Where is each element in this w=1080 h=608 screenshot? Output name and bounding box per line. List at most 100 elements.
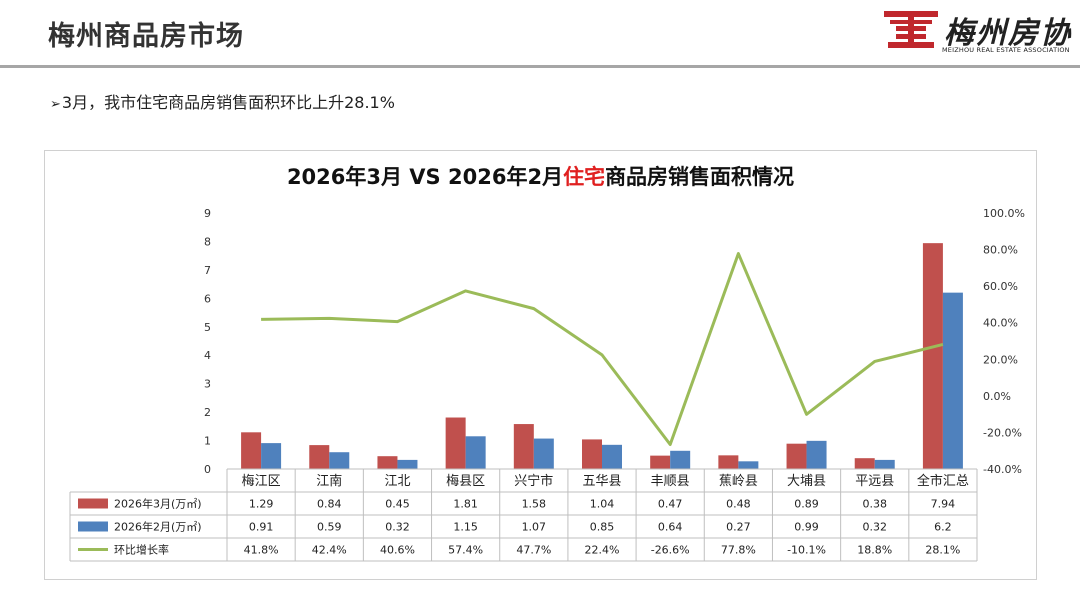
bar-march [650, 455, 671, 469]
page-header: 梅州商品房市场 梅州房协 MEIZHOU REAL ESTATE ASSOCIA… [0, 0, 1080, 68]
data-label: 0.99 [794, 521, 819, 534]
category-label: 江北 [384, 474, 410, 489]
logo-mark-icon [884, 11, 938, 48]
data-label: 77.8% [721, 544, 756, 557]
legend-label: 2026年2月(万㎡) [114, 520, 202, 534]
bar-feb [738, 461, 759, 469]
bar-feb [670, 450, 691, 469]
data-label: 1.29 [249, 498, 274, 511]
growth-rate-line [261, 252, 944, 446]
y-axis-tick-label: 8 [204, 235, 211, 248]
y-axis-tick-label: 5 [204, 321, 211, 334]
data-label: 0.48 [726, 498, 751, 511]
page-title: 梅州商品房市场 [48, 21, 244, 52]
y-axis-tick-label: 4 [204, 349, 211, 362]
data-label: 18.8% [857, 544, 892, 557]
y2-axis-tick-label: 60.0% [983, 280, 1018, 293]
bar-march [582, 439, 602, 469]
bar-march [513, 424, 534, 469]
bar-feb [806, 440, 827, 469]
category-label: 江南 [316, 473, 342, 489]
bar-march [786, 443, 807, 469]
category-label: 蕉岭县 [719, 474, 758, 489]
chart-container: 2026年3月 VS 2026年2月住宅商品房销售面积情况 0 1 2 3 4 5 6 7 8 9… [44, 150, 1037, 580]
chart-title: 2026年3月 VS 2026年2月住宅商品房销售面积情况 [45, 161, 1036, 191]
bar-feb [397, 459, 418, 469]
data-label: 1.04 [590, 498, 615, 511]
bar-feb [261, 443, 282, 469]
bar-feb [942, 292, 963, 469]
y2-axis-tick-label: 40.0% [983, 317, 1018, 330]
category-label: 平远县 [855, 474, 894, 489]
data-label: 0.64 [658, 521, 683, 534]
chart-title-prefix: 2026年3月 VS 2026年2月 [286, 165, 564, 189]
bar-feb [874, 459, 895, 469]
y2-axis-tick-label: 80.0% [983, 244, 1018, 257]
category-label: 五华县 [582, 474, 621, 489]
data-label: 1.81 [453, 498, 478, 511]
data-label: 1.15 [453, 521, 478, 534]
data-label: 22.4% [585, 544, 620, 557]
data-label: 0.59 [317, 521, 342, 534]
data-label: 0.84 [317, 498, 342, 511]
y-axis-tick-label: 3 [204, 378, 211, 391]
data-label: 0.32 [385, 521, 410, 534]
y-axis-tick-label: 6 [204, 292, 211, 305]
summary-text: 3月，我市住宅商品房销售面积环比上升28.1% [61, 93, 395, 112]
data-label: 0.27 [726, 521, 751, 534]
chart-title-suffix: 商品房销售面积情况 [605, 165, 795, 189]
data-label: 0.85 [590, 521, 615, 534]
category-label: 丰顺县 [651, 474, 690, 489]
y2-axis-tick-label: -40.0% [983, 463, 1022, 476]
chart-title-highlight: 住宅 [563, 165, 606, 189]
logo-text: 梅州房协 [944, 16, 1072, 51]
bar-feb [533, 438, 554, 469]
bar-feb [329, 452, 350, 469]
bar-march [377, 456, 398, 469]
data-label: 1.58 [522, 498, 547, 511]
category-label: 全市汇总 [917, 473, 969, 489]
bar-march [718, 455, 739, 469]
data-label: 47.7% [516, 544, 551, 557]
y2-axis-tick-label: 100.0% [983, 207, 1025, 220]
category-label: 梅江区 [242, 474, 281, 489]
legend-label: 环比增长率 [114, 543, 169, 557]
data-label: -10.1% [787, 544, 826, 557]
data-label: 0.89 [794, 498, 819, 511]
data-label: 28.1% [925, 544, 960, 557]
data-label: 42.4% [312, 544, 347, 557]
y-axis-tick-label: 0 [204, 463, 211, 476]
legend-label: 2026年3月(万㎡) [114, 497, 202, 511]
data-label: -26.6% [651, 544, 690, 557]
data-label: 0.45 [385, 498, 410, 511]
data-label: 0.91 [249, 521, 274, 534]
logo-subtitle: MEIZHOU REAL ESTATE ASSOCIATION [942, 46, 1070, 54]
summary-bullet: ➢3月，我市住宅商品房销售面积环比上升28.1% [50, 89, 395, 113]
bar-march [922, 243, 943, 469]
category-label: 兴宁市 [514, 473, 553, 489]
bar-feb [465, 436, 486, 469]
y-axis-tick-label: 2 [204, 406, 211, 419]
data-label: 1.07 [522, 521, 547, 534]
data-label: 40.6% [380, 544, 415, 557]
y2-axis-tick-label: 20.0% [983, 353, 1018, 366]
data-label: 6.2 [934, 521, 952, 534]
data-label: 41.8% [244, 544, 279, 557]
bar-march [445, 417, 466, 469]
y-axis-tick-label: 9 [204, 207, 211, 220]
legend-swatch-feb [78, 521, 108, 532]
logo: 梅州房协 MEIZHOU REAL ESTATE ASSOCIATION [878, 6, 1074, 58]
bar-feb [602, 444, 622, 469]
y2-axis-tick-label: 0.0% [983, 390, 1011, 403]
y-axis-tick-label: 1 [204, 435, 211, 448]
bar-march [309, 445, 330, 469]
chart-svg: 0 1 2 3 4 5 6 7 8 9 -40.0% -20.0% 0.0% 20.0% 40.0% 60.0… [69, 207, 1025, 562]
data-label: 57.4% [448, 544, 483, 557]
category-label: 大埔县 [787, 474, 826, 489]
bar-march [854, 458, 875, 469]
bar-march [241, 432, 262, 469]
legend-swatch-march [78, 498, 108, 509]
header-divider [0, 65, 1080, 68]
data-label: 0.47 [658, 498, 683, 511]
data-label: 0.32 [862, 521, 887, 534]
